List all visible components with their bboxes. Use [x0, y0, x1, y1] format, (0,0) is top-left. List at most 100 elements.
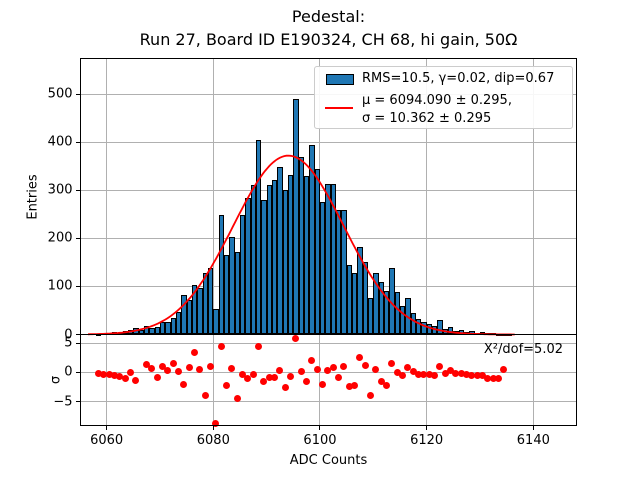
pull-point	[361, 361, 369, 369]
chart-title-line1: Pedestal:	[291, 7, 366, 26]
histogram-bar	[175, 311, 182, 335]
y-tick-mark	[76, 371, 80, 373]
histogram-bar	[170, 318, 176, 335]
pull-point	[153, 373, 161, 381]
pull-point	[409, 368, 417, 376]
pull-point	[489, 374, 497, 382]
pull-point	[111, 372, 119, 380]
pull-point	[260, 377, 268, 385]
histogram-bar	[399, 305, 406, 335]
histogram-bar	[447, 327, 454, 335]
x-tick-mark	[106, 425, 108, 430]
histogram-bar	[314, 168, 320, 335]
pull-point	[271, 374, 279, 382]
y-tick-label: 0	[64, 364, 73, 380]
pull-point	[196, 366, 204, 373]
histogram-bar	[250, 184, 256, 335]
y-tick-mark	[76, 401, 80, 403]
histogram-bar	[357, 246, 363, 335]
pull-point	[297, 367, 305, 375]
pull-point	[180, 380, 188, 388]
histogram-bar	[415, 319, 422, 335]
y-tick-label: 400	[47, 134, 73, 150]
histogram-bar	[421, 322, 427, 335]
pull-point	[308, 357, 316, 365]
histogram-bar	[282, 190, 288, 335]
legend: RMS=10.5, γ=0.02, dip=0.67 μ = 6094.090 …	[314, 66, 573, 129]
pull-point	[324, 367, 332, 375]
pull-point	[217, 343, 225, 351]
pull-point	[495, 374, 503, 382]
pull-point	[500, 366, 508, 373]
histogram-bar	[383, 291, 390, 335]
y-gridline	[80, 401, 576, 403]
histogram-bar	[410, 312, 416, 335]
histogram-bar	[287, 174, 294, 335]
pull-point	[287, 373, 295, 380]
x-gridline	[319, 334, 321, 426]
histogram-bar	[303, 175, 310, 335]
histogram-bar	[394, 292, 400, 335]
pull-point	[404, 363, 412, 371]
histogram-bar	[293, 98, 299, 335]
x-tick-mark	[212, 425, 214, 430]
pull-point	[319, 380, 327, 388]
pull-point	[383, 381, 391, 389]
pull-point	[100, 370, 108, 378]
chart-title: Pedestal: Run 27, Board ID E190324, CH 6…	[80, 5, 577, 51]
pull-point	[399, 372, 407, 380]
chart-title-line2: Run 27, Board ID E190324, CH 68, hi gain…	[139, 30, 518, 49]
x-tick-label: 6060	[90, 432, 124, 448]
pull-point	[164, 366, 172, 374]
pull-point	[185, 364, 193, 372]
histogram-bar	[367, 298, 374, 335]
x-gridline	[426, 334, 428, 426]
histogram-bar	[223, 255, 230, 335]
histogram-bar	[255, 140, 262, 335]
y-tick-mark	[76, 141, 80, 143]
pull-point	[425, 370, 433, 378]
histogram-bar	[373, 273, 379, 335]
pull-point	[244, 374, 252, 382]
histogram-bar	[218, 215, 224, 335]
pull-point	[420, 371, 428, 379]
pull-point	[233, 395, 241, 403]
y-tick-label: 200	[47, 230, 73, 246]
pull-point	[255, 343, 263, 351]
pull-point	[468, 371, 476, 379]
pull-point	[159, 363, 167, 371]
histogram-bar	[325, 183, 331, 335]
pull-point	[207, 363, 215, 371]
pull-point	[239, 371, 247, 379]
y-tick-mark	[76, 237, 80, 239]
pull-point	[175, 368, 183, 376]
y-axis-label-sigma: σ	[48, 375, 64, 385]
y-tick-mark	[76, 334, 80, 335]
pull-point	[95, 370, 103, 378]
y-tick-label: 5	[64, 335, 73, 351]
pull-point	[457, 369, 465, 377]
pull-point	[329, 364, 337, 372]
y-tick-mark	[76, 342, 80, 344]
y-tick-mark	[76, 189, 80, 191]
histogram-bar	[261, 199, 267, 335]
histogram-bar	[165, 321, 171, 335]
histogram-bar	[191, 284, 198, 335]
pull-point	[447, 367, 455, 375]
x-tick-label: 6080	[196, 432, 230, 448]
x-axis-label: ADC Counts	[289, 453, 368, 468]
pull-point	[127, 368, 135, 376]
x-tick-label: 6100	[303, 432, 337, 448]
x-tick-mark	[532, 425, 534, 430]
histogram-bar	[213, 308, 219, 335]
pull-point	[191, 348, 199, 356]
x-tick-label: 6140	[516, 432, 550, 448]
pull-point	[340, 362, 348, 370]
histogram-bar	[335, 209, 342, 335]
x-gridline	[532, 58, 534, 335]
histogram-bar	[154, 327, 160, 335]
y-tick-label: 300	[47, 182, 73, 198]
pull-point	[212, 419, 220, 427]
